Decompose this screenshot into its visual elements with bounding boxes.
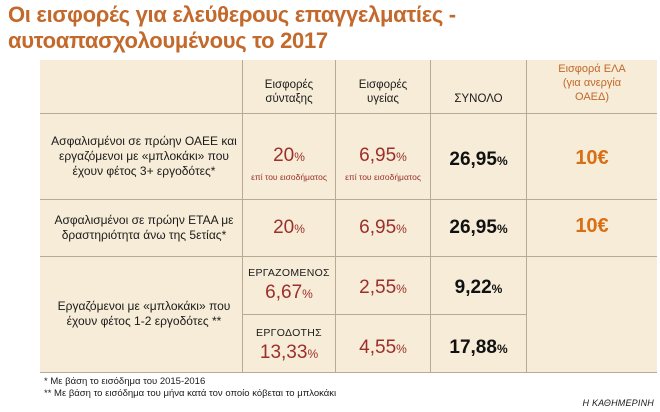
row-1-label-line3: έχουν φέτος 3+ εργοδότες*	[72, 164, 216, 178]
title-line-1: Οι εισφορές για ελεύθερους επαγγελματίες…	[8, 2, 456, 27]
header-pension-line1: Εισφορές	[264, 79, 314, 91]
row-1-health-unit: %	[396, 150, 407, 164]
row-3-employer-total: 17,88%	[432, 338, 525, 359]
row-3-employee-pension-value: 6,67	[265, 282, 303, 303]
header-pension-line2: σύνταξης	[265, 93, 313, 105]
row-3-employer-total-value: 17,88	[449, 337, 497, 358]
row-2-health-unit: %	[396, 222, 407, 236]
row-3-label-line1: Εργαζόμενοι με «μπλοκάκι» που	[57, 299, 231, 313]
row-3-employee-label: ΕΡΓΑΖΟΜΕΝΟΣ	[248, 267, 330, 279]
table-bottom-rule	[40, 372, 657, 373]
row-2-pension: 20%	[244, 218, 334, 239]
row-3-employee-total-value: 9,22	[454, 277, 492, 298]
row-3-employee-health-unit: %	[396, 282, 407, 296]
row-2-health-value: 6,95	[359, 217, 397, 238]
row-3-employer-pension-value: 13,33	[259, 342, 308, 363]
page-title: Οι εισφορές για ελεύθερους επαγγελματίες…	[8, 2, 608, 54]
row-1-total-unit: %	[496, 154, 508, 168]
col-divider-3	[430, 60, 431, 372]
row-1-pension-value: 20	[273, 145, 295, 166]
col-divider-2	[335, 60, 336, 372]
col-divider-4	[526, 60, 527, 372]
source-credit: Η ΚΑΘΗΜΕΡΙΝΗ	[582, 398, 654, 408]
row-2-label-line2: δραστηριότητα άνω της 5ετίας*	[61, 228, 227, 242]
row-3-employer-pension: 13,33%	[244, 343, 334, 364]
col-divider-1	[242, 60, 243, 372]
row-1-label: Ασφαλισμένοι σε πρώην ΟΑΕΕ και εργαζόμεν…	[44, 134, 244, 179]
row-1-pension-unit: %	[294, 150, 305, 164]
row-1-health-note: επί του εισοδήματος	[345, 172, 421, 182]
row-divider-1	[40, 199, 657, 200]
row-3-employer-health-value: 4,55	[359, 337, 397, 358]
header-ela-line1: Εισφορά ΕΛΑ	[558, 63, 626, 75]
row-3-employee-pension: 6,67%	[244, 283, 334, 304]
footnote-2: ** Με βάση το εισόδημα του μήνα κατά τον…	[44, 388, 337, 399]
row-1-total-value: 26,95	[449, 149, 497, 170]
row-1-health: 6,95%	[337, 146, 429, 167]
subrow-divider	[242, 314, 526, 315]
row-1-ela: 10€	[575, 147, 609, 169]
row-2-health: 6,95%	[337, 218, 429, 239]
header-ela: Εισφορά ΕΛΑ (για ανεργία ΟΑΕΔ)	[528, 62, 656, 104]
header-health-line2: υγείας	[367, 93, 399, 105]
row-2-label: Ασφαλισμένοι σε πρώην ΕΤΑΑ με δραστηριότ…	[44, 213, 244, 243]
header-pension: Εισφορές σύνταξης	[244, 78, 334, 106]
row-3-employee-health: 2,55%	[337, 278, 429, 299]
row-1-pension-note: επί του εισοδήματος	[251, 172, 327, 182]
row-3-employee-health-value: 2,55	[359, 277, 397, 298]
row-3-employer-health-unit: %	[396, 342, 407, 356]
header-ela-line2: (για ανεργία	[562, 77, 622, 89]
header-health-line1: Εισφορές	[358, 79, 408, 91]
row-3-label-line2: έχουν φέτος 1-2 εργοδότες **	[66, 314, 222, 328]
row-3-employer-label: ΕΡΓΟΔΟΤΗΣ	[256, 327, 322, 339]
row-2-pension-value: 20	[273, 217, 295, 238]
row-2-total-unit: %	[496, 222, 508, 236]
row-3-label: Εργαζόμενοι με «μπλοκάκι» που έχουν φέτο…	[44, 299, 244, 329]
row-3-employer-pension-unit: %	[307, 347, 319, 361]
row-1-pension: 20%	[244, 146, 334, 167]
header-ela-line3: ΟΑΕΔ)	[574, 91, 610, 103]
row-3-employer-health: 4,55%	[337, 338, 429, 359]
row-2-label-line1: Ασφαλισμένοι σε πρώην ΕΤΑΑ με	[54, 213, 234, 227]
row-3-employer-total-unit: %	[496, 342, 508, 356]
title-line-2: αυτοαπασχολουμένους το 2017	[8, 28, 328, 53]
row-1-label-line2: εργαζόμενοι με «μπλοκάκι» που	[59, 149, 229, 163]
row-3-employee-total-unit: %	[491, 282, 503, 296]
row-2-total-value: 26,95	[449, 217, 497, 238]
row-3-employee-pension-unit: %	[302, 287, 313, 301]
header-total: ΣΥΝΟΛΟ	[454, 93, 503, 105]
row-2-pension-unit: %	[294, 222, 305, 236]
table-background	[40, 60, 657, 372]
row-2-ela: 10€	[575, 215, 609, 237]
row-divider-2	[40, 256, 657, 257]
row-3-employee-total: 9,22%	[432, 278, 525, 299]
header-divider	[40, 113, 657, 114]
row-1-health-value: 6,95	[359, 145, 397, 166]
row-1-label-line1: Ασφαλισμένοι σε πρώην ΟΑΕΕ και	[51, 134, 237, 148]
header-health: Εισφορές υγείας	[337, 78, 429, 106]
footnote-1: * Με βάση το εισόδημα του 2015-2016	[44, 376, 206, 387]
row-1-total: 26,95%	[432, 150, 525, 171]
row-2-total: 26,95%	[432, 218, 525, 239]
